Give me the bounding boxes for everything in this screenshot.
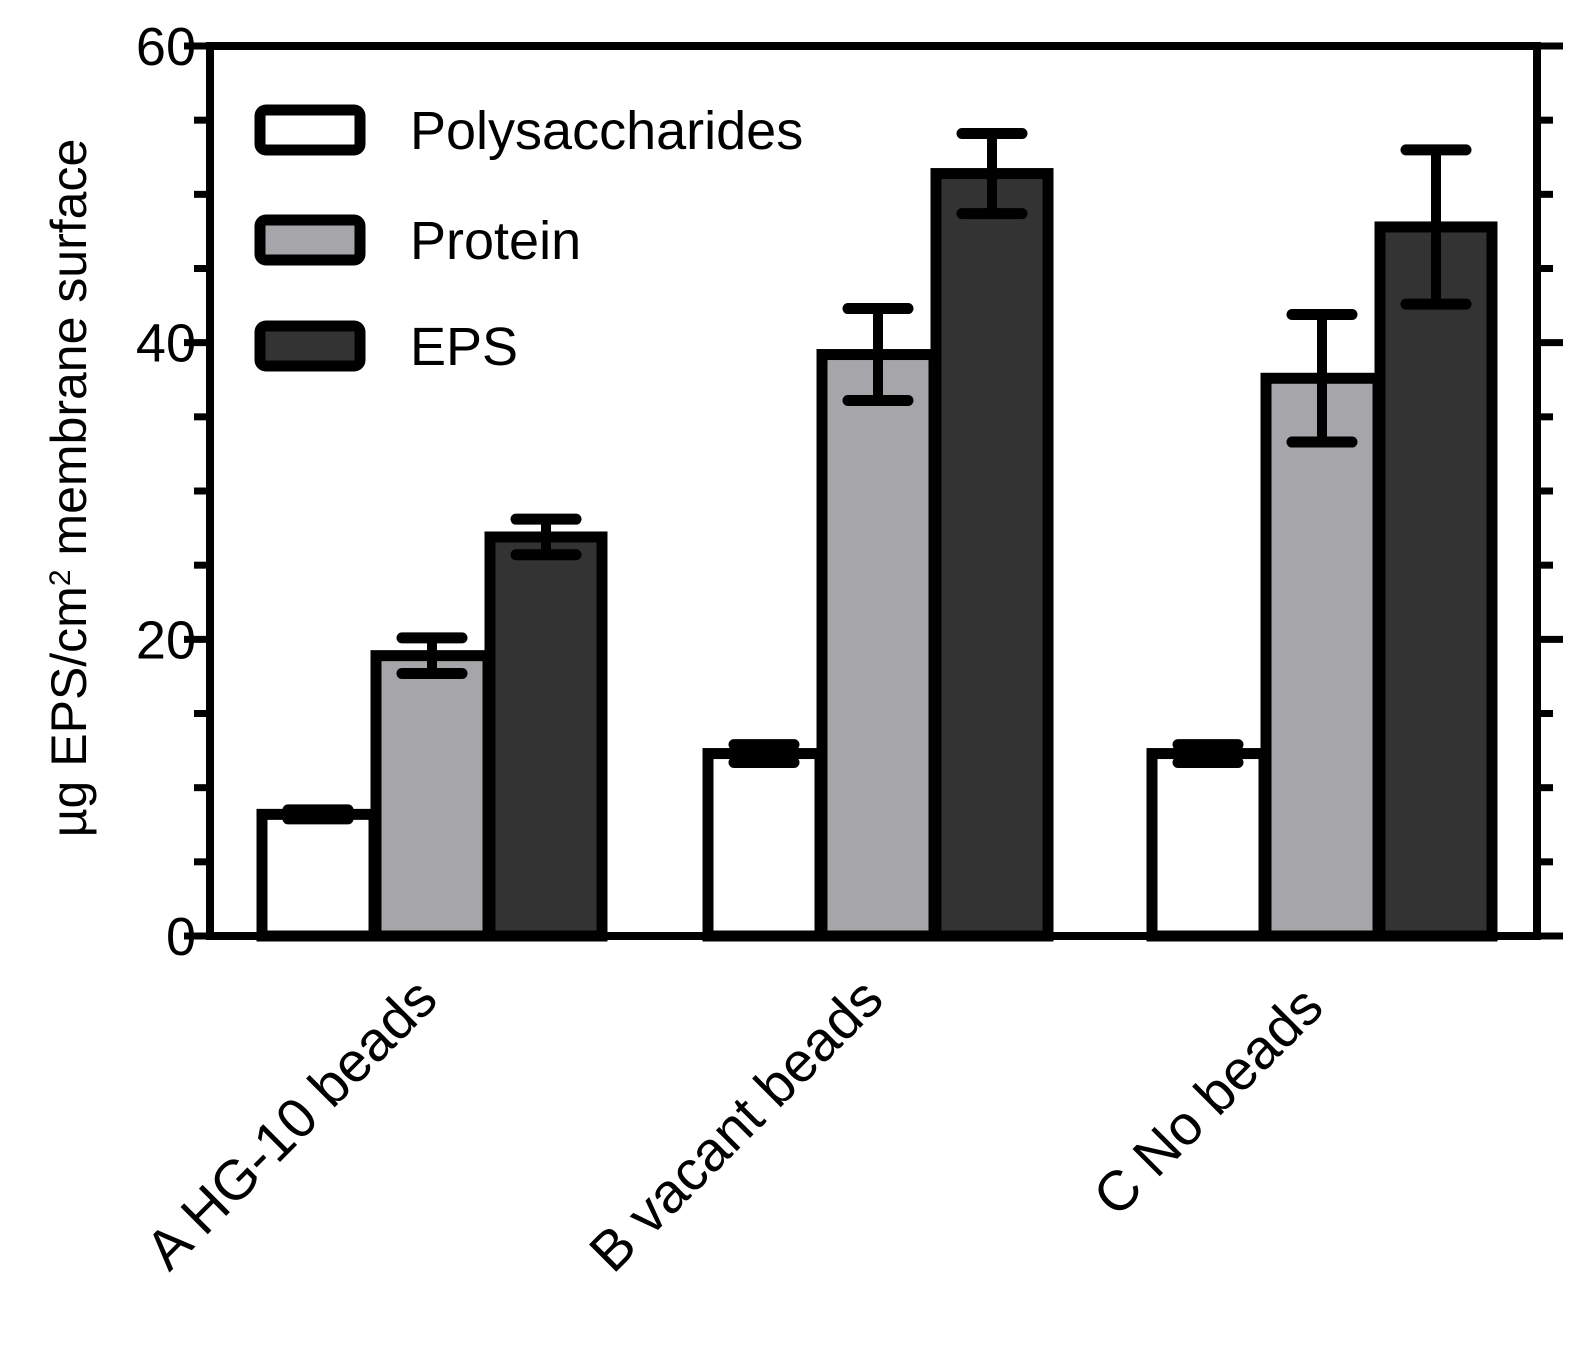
legend-item-polysaccharides: Polysaccharides xyxy=(254,101,803,161)
error-bar-polysaccharides-2 xyxy=(728,739,800,768)
error-bar-protein-2 xyxy=(842,303,914,407)
legend-item-protein: Protein xyxy=(254,211,581,271)
y-tick-label: 60 xyxy=(136,17,196,77)
error-bar-eps-2 xyxy=(956,128,1028,220)
bar-polysaccharides-3 xyxy=(1146,748,1270,942)
legend-label: EPS xyxy=(410,317,518,377)
legend-swatch xyxy=(254,214,366,266)
bar-polysaccharides-2 xyxy=(702,748,826,942)
error-bar-protein-1 xyxy=(396,632,468,679)
y-axis-title-suffix: membrane surface xyxy=(41,139,97,570)
legend-swatch xyxy=(254,104,366,156)
error-bar-eps-3 xyxy=(1400,144,1472,310)
bar-eps-1 xyxy=(484,531,608,942)
error-bar-polysaccharides-3 xyxy=(1172,739,1244,768)
error-bar-protein-3 xyxy=(1286,308,1358,448)
error-bars-layer xyxy=(282,128,1472,825)
legend-swatch xyxy=(254,320,366,372)
y-axis-title-superscript: 2 xyxy=(44,569,77,586)
legend-label: Protein xyxy=(410,211,581,271)
y-tick-label: 40 xyxy=(136,314,196,374)
bar-protein-2 xyxy=(816,349,940,942)
error-bar-polysaccharides-1 xyxy=(282,804,354,825)
bar-eps-2 xyxy=(930,168,1054,942)
bar-eps-3 xyxy=(1374,221,1498,942)
legend-item-eps: EPS xyxy=(254,317,518,377)
bar-polysaccharides-1 xyxy=(256,808,380,942)
bar-protein-1 xyxy=(370,650,494,942)
y-axis-title-prefix: µg EPS/cm xyxy=(41,586,97,837)
y-axis: 0 20 40 60 xyxy=(136,17,210,967)
legend: Polysaccharides Protein EPS xyxy=(254,101,803,377)
legend-label: Polysaccharides xyxy=(410,101,803,161)
bars-layer xyxy=(256,168,1498,942)
error-bar-eps-1 xyxy=(510,513,582,561)
y-axis-title: µg EPS/cm2 membrane surface xyxy=(41,139,97,838)
y-tick-label: 20 xyxy=(136,610,196,670)
y-tick-label: 0 xyxy=(166,907,196,967)
bar-protein-3 xyxy=(1260,372,1384,942)
